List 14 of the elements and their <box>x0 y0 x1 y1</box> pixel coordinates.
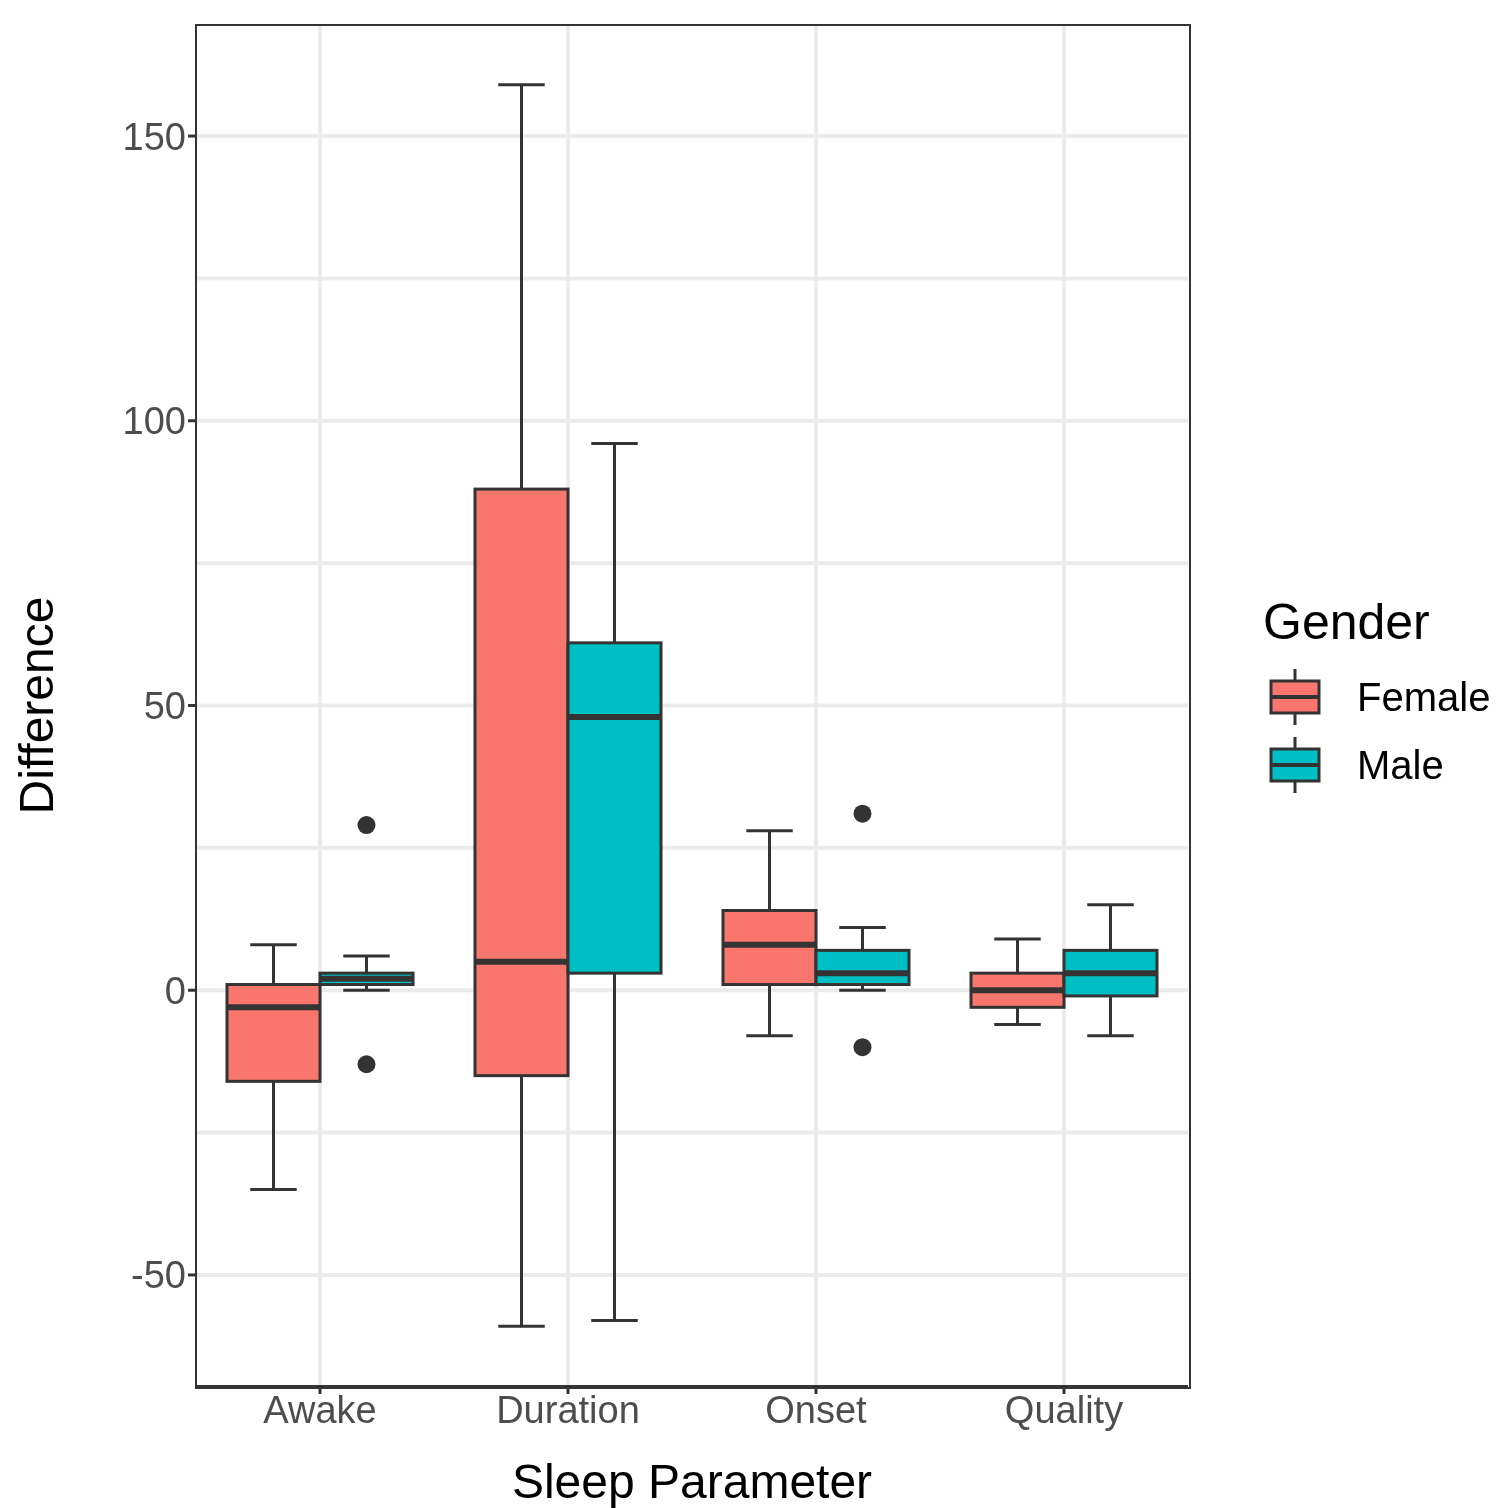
y-tick-label: 100 <box>122 400 186 443</box>
y-tick-label: 50 <box>143 684 186 727</box>
y-axis-title: Difference <box>10 596 64 815</box>
x-tick-label: Quality <box>1004 1388 1124 1431</box>
legend-label: Male <box>1357 742 1444 788</box>
y-tick-label: -50 <box>131 1254 186 1297</box>
legend-label: Female <box>1357 674 1491 720</box>
legend-title: Gender <box>1263 593 1431 651</box>
y-tick-label: 150 <box>122 115 186 158</box>
x-tick-label: Awake <box>263 1388 377 1431</box>
x-tick-label: Duration <box>496 1388 640 1431</box>
y-tick-label: 0 <box>164 969 186 1012</box>
x-tick-label: Onset <box>765 1388 868 1431</box>
x-axis-title: Sleep Parameter <box>511 1455 873 1508</box>
